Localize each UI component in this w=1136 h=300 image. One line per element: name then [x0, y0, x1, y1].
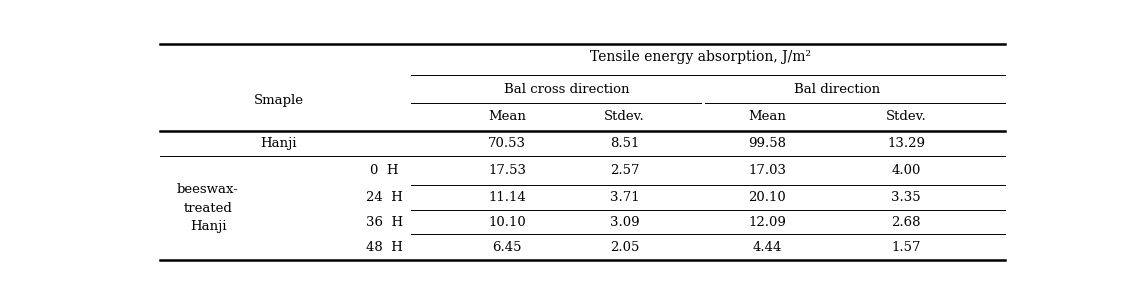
Text: 24  H: 24 H	[366, 191, 402, 204]
Text: 13.29: 13.29	[887, 137, 925, 150]
Text: 8.51: 8.51	[610, 137, 640, 150]
Text: 17.03: 17.03	[749, 164, 786, 177]
Text: 1.57: 1.57	[892, 241, 921, 254]
Text: 99.58: 99.58	[749, 137, 786, 150]
Text: Stdev.: Stdev.	[886, 110, 927, 123]
Text: 4.00: 4.00	[892, 164, 921, 177]
Text: 10.10: 10.10	[488, 216, 526, 229]
Text: 3.35: 3.35	[892, 191, 921, 204]
Text: 17.53: 17.53	[488, 164, 526, 177]
Text: 2.57: 2.57	[610, 164, 640, 177]
Text: 11.14: 11.14	[488, 191, 526, 204]
Text: Mean: Mean	[488, 110, 526, 123]
Text: 2.05: 2.05	[610, 241, 640, 254]
Text: Stdev.: Stdev.	[604, 110, 645, 123]
Text: 36  H: 36 H	[366, 216, 402, 229]
Text: Hanji: Hanji	[260, 137, 296, 150]
Text: Bal cross direction: Bal cross direction	[503, 82, 629, 96]
Text: 20.10: 20.10	[749, 191, 786, 204]
Text: 70.53: 70.53	[488, 137, 526, 150]
Text: 6.45: 6.45	[493, 241, 523, 254]
Text: 4.44: 4.44	[752, 241, 782, 254]
Text: Smaple: Smaple	[253, 94, 303, 107]
Text: 12.09: 12.09	[749, 216, 786, 229]
Text: Tensile energy absorption, J/m²: Tensile energy absorption, J/m²	[591, 50, 811, 64]
Text: 3.71: 3.71	[610, 191, 640, 204]
Text: 48  H: 48 H	[366, 241, 402, 254]
Text: beeswax-
treated
Hanji: beeswax- treated Hanji	[177, 183, 239, 233]
Text: Bal direction: Bal direction	[794, 82, 879, 96]
Text: 2.68: 2.68	[892, 216, 921, 229]
Text: 0  H: 0 H	[370, 164, 399, 177]
Text: Mean: Mean	[749, 110, 786, 123]
Text: 3.09: 3.09	[610, 216, 640, 229]
